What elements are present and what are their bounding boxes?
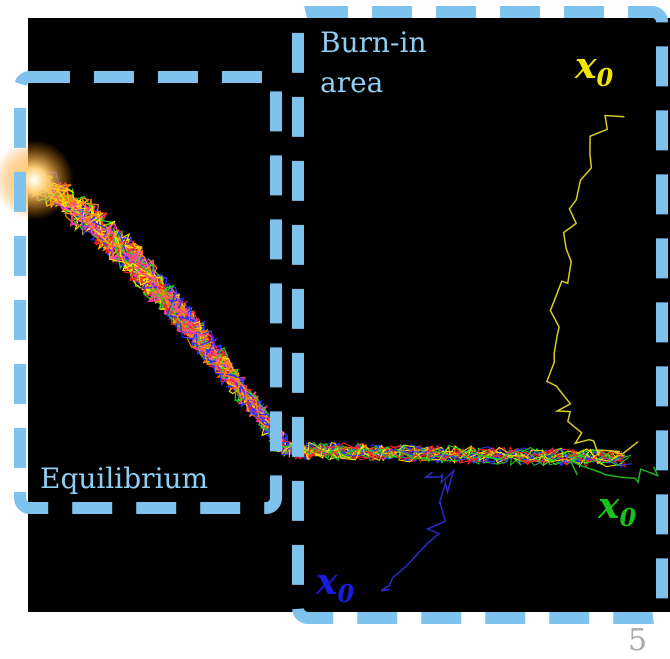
- equilibrium-box: [14, 71, 282, 514]
- trace: [267, 430, 622, 467]
- burn-in-label: Burn-in: [320, 26, 426, 59]
- trace: [304, 442, 625, 466]
- trace: [268, 435, 630, 467]
- trace: [545, 114, 639, 456]
- traces: [19, 114, 660, 592]
- trace: [259, 417, 632, 466]
- trace: [568, 458, 660, 484]
- trace: [82, 210, 278, 432]
- burn-in-box: [292, 6, 668, 624]
- start-label: x0: [574, 45, 613, 92]
- trace: [380, 468, 455, 592]
- burn-in-label: area: [320, 66, 383, 99]
- start-label: x0: [597, 485, 636, 532]
- trace: [53, 202, 289, 453]
- start-label: x0: [315, 561, 354, 608]
- trace: [112, 227, 184, 326]
- equilibrium-label: Equilibrium: [40, 462, 208, 495]
- plot-background: [28, 18, 670, 612]
- trace: [50, 184, 206, 337]
- trace: [153, 280, 280, 451]
- page-number: 5: [628, 623, 647, 658]
- trace: [268, 434, 622, 463]
